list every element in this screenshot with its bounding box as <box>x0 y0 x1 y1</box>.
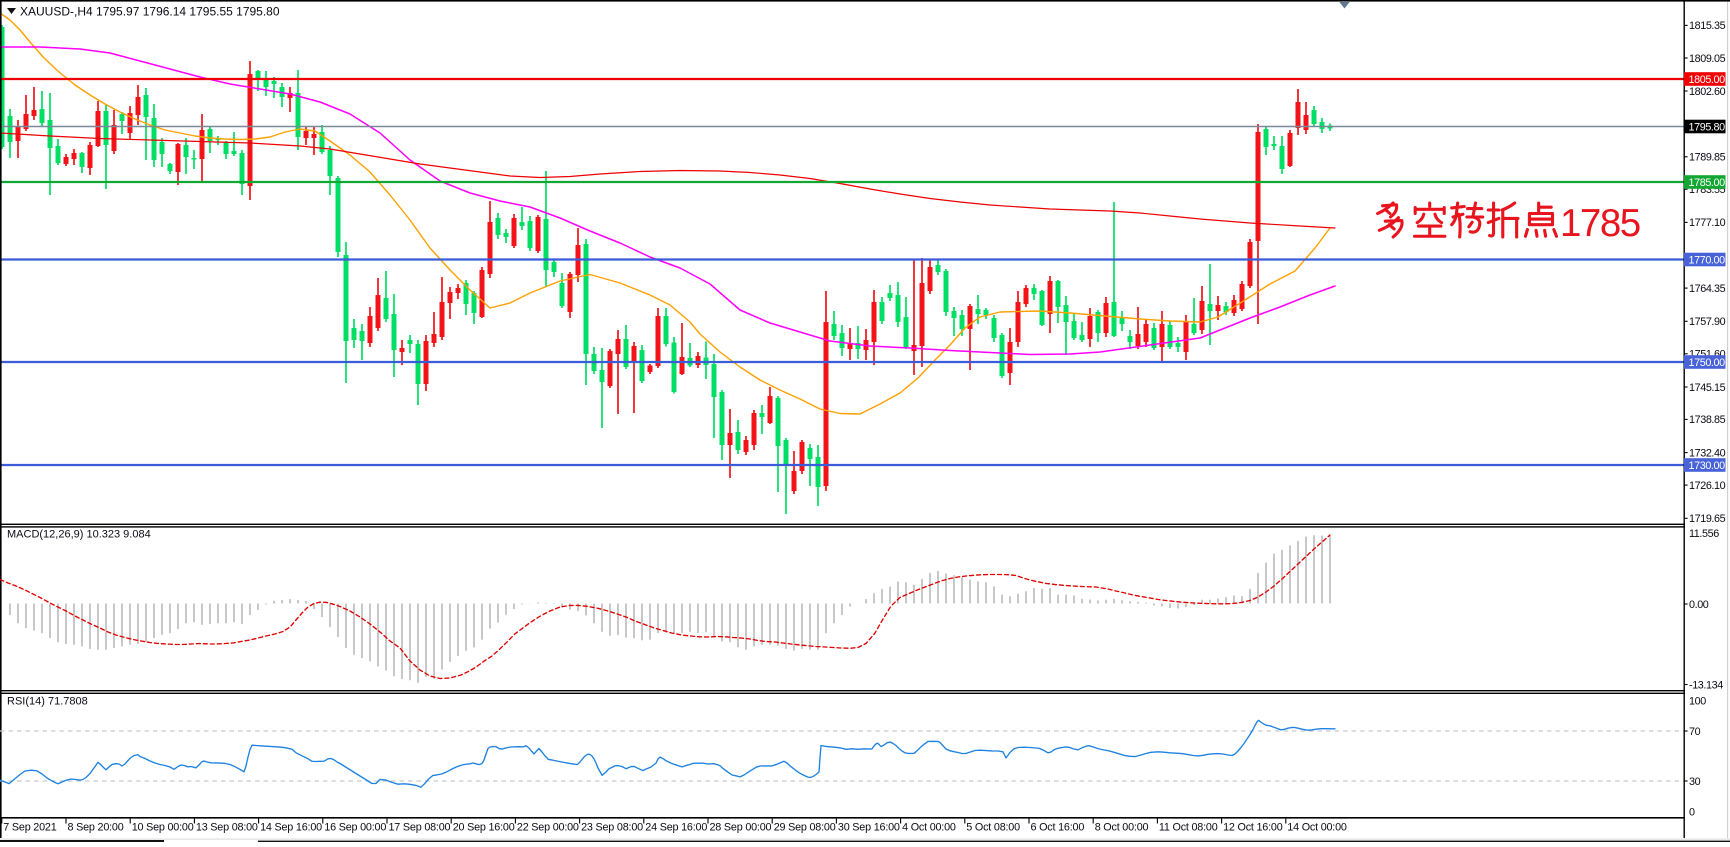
svg-text:14 Sep 16:00: 14 Sep 16:00 <box>260 822 322 834</box>
svg-text:1777.10: 1777.10 <box>1689 217 1726 229</box>
svg-text:0: 0 <box>1689 806 1695 818</box>
svg-text:1815.35: 1815.35 <box>1689 20 1726 32</box>
svg-text:1764.35: 1764.35 <box>1689 283 1726 295</box>
svg-text:30 Sep 16:00: 30 Sep 16:00 <box>838 822 900 834</box>
svg-text:1730.00: 1730.00 <box>1689 460 1726 472</box>
svg-text:1738.85: 1738.85 <box>1689 414 1726 426</box>
svg-text:5 Oct 08:00: 5 Oct 08:00 <box>966 822 1020 834</box>
svg-text:11.556: 11.556 <box>1689 528 1719 540</box>
svg-text:XAUUSD-,H4 1795.97 1796.14 17: XAUUSD-,H4 1795.97 1796.14 1795.55 1795.… <box>20 5 280 19</box>
svg-text:-13.134: -13.134 <box>1689 679 1723 691</box>
svg-text:8 Sep 20:00: 8 Sep 20:00 <box>68 822 124 834</box>
svg-text:4 Oct 00:00: 4 Oct 00:00 <box>902 822 956 834</box>
svg-text:12 Oct 16:00: 12 Oct 16:00 <box>1223 822 1283 834</box>
svg-text:0.00: 0.00 <box>1689 599 1709 611</box>
svg-text:1745.15: 1745.15 <box>1689 382 1726 394</box>
svg-text:30: 30 <box>1689 776 1701 788</box>
svg-text:14 Oct 00:00: 14 Oct 00:00 <box>1287 822 1347 834</box>
svg-text:1795.80: 1795.80 <box>1689 121 1726 133</box>
svg-text:29 Sep 08:00: 29 Sep 08:00 <box>774 822 836 834</box>
svg-text:17 Sep 08:00: 17 Sep 08:00 <box>389 822 451 834</box>
svg-text:20 Sep 16:00: 20 Sep 16:00 <box>453 822 515 834</box>
svg-text:1802.60: 1802.60 <box>1689 86 1726 98</box>
svg-text:11 Oct 08:00: 11 Oct 08:00 <box>1159 822 1218 834</box>
svg-text:70: 70 <box>1689 726 1701 738</box>
svg-text:1809.05: 1809.05 <box>1689 53 1726 65</box>
svg-text:1785: 1785 <box>1560 202 1640 245</box>
svg-text:23 Sep 08:00: 23 Sep 08:00 <box>581 822 643 834</box>
svg-text:1750.00: 1750.00 <box>1689 357 1726 369</box>
svg-text:100: 100 <box>1689 695 1706 707</box>
svg-text:13 Sep 08:00: 13 Sep 08:00 <box>196 822 258 834</box>
svg-text:8 Oct 00:00: 8 Oct 00:00 <box>1095 822 1149 834</box>
svg-text:1732.40: 1732.40 <box>1689 447 1726 459</box>
svg-text:1785.00: 1785.00 <box>1689 177 1726 189</box>
svg-text:24 Sep 16:00: 24 Sep 16:00 <box>645 822 707 834</box>
svg-text:6 Oct 16:00: 6 Oct 16:00 <box>1031 822 1085 834</box>
svg-text:1757.90: 1757.90 <box>1689 316 1726 328</box>
svg-text:1726.10: 1726.10 <box>1689 480 1726 492</box>
svg-text:22 Sep 00:00: 22 Sep 00:00 <box>517 822 579 834</box>
svg-text:1789.85: 1789.85 <box>1689 152 1726 164</box>
svg-text:28 Sep 00:00: 28 Sep 00:00 <box>710 822 772 834</box>
svg-text:10 Sep 00:00: 10 Sep 00:00 <box>132 822 194 834</box>
svg-text:16 Sep 00:00: 16 Sep 00:00 <box>324 822 386 834</box>
svg-text:1805.00: 1805.00 <box>1689 74 1726 86</box>
svg-text:1719.65: 1719.65 <box>1689 513 1726 525</box>
svg-text:1770.00: 1770.00 <box>1689 254 1726 266</box>
svg-text:RSI(14) 71.7808: RSI(14) 71.7808 <box>7 696 88 708</box>
svg-text:MACD(12,26,9) 10.323 9.084: MACD(12,26,9) 10.323 9.084 <box>7 529 151 541</box>
svg-text:7 Sep 2021: 7 Sep 2021 <box>3 822 56 834</box>
